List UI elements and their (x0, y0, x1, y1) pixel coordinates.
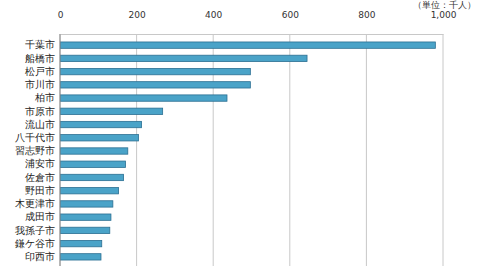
bar (60, 42, 435, 48)
bar (60, 148, 128, 154)
bar (60, 121, 142, 127)
y-tick-label: 市川市 (25, 79, 55, 90)
y-tick-label: 印西市 (25, 251, 55, 262)
x-tick-label: 200 (129, 10, 146, 20)
y-tick-label: 市原市 (25, 106, 55, 117)
y-axis: 千葉市船橋市松戸市市川市柏市市原市流山市八千代市習志野市浦安市佐倉市野田市木更津… (15, 34, 60, 266)
bar (60, 135, 139, 141)
y-tick: 鎌ケ谷市 (15, 238, 60, 249)
y-tick: 浦安市 (25, 158, 60, 169)
grid-line (366, 34, 367, 266)
y-tick: 船橋市 (25, 53, 60, 64)
y-tick: 木更津市 (15, 198, 60, 209)
bar (60, 82, 250, 88)
y-tick: 市川市 (25, 79, 60, 90)
grid-line (443, 34, 444, 266)
x-tick: 800 (358, 10, 375, 34)
y-tick: 流山市 (25, 119, 60, 130)
bar (60, 240, 102, 246)
y-tick-label: 船橋市 (25, 53, 55, 64)
y-tick-label: 鎌ケ谷市 (15, 238, 55, 249)
x-tick-label: 0 (58, 10, 64, 20)
bar (60, 68, 250, 74)
grid-line (60, 34, 61, 266)
bar (60, 214, 111, 220)
x-tick: 600 (282, 10, 299, 34)
y-tick: 習志野市 (15, 145, 60, 156)
y-tick: 柏市 (34, 92, 60, 103)
bar (60, 254, 101, 260)
bar (60, 55, 307, 61)
y-tick-label: 八千代市 (15, 132, 55, 143)
y-tick: 我孫子市 (15, 225, 60, 236)
bar (60, 188, 119, 194)
y-tick: 成田市 (25, 211, 60, 222)
bar (60, 161, 125, 167)
y-tick: 野田市 (25, 185, 60, 196)
x-tick-label: 400 (205, 10, 222, 20)
chart: 0 200 400 600 800 1,000 千葉市船橋市松戸市市川市柏市市原市流山市八千… (0, 0, 480, 278)
y-tick-label: 佐倉市 (25, 172, 55, 183)
x-tick-label: 800 (358, 10, 375, 20)
y-tick: 佐倉市 (25, 172, 60, 183)
y-tick: 印西市 (25, 251, 60, 262)
y-tick-label: 松戸市 (25, 66, 55, 77)
y-tick-label: 千葉市 (25, 39, 55, 50)
grid-line (289, 34, 290, 266)
y-tick-label: 浦安市 (25, 158, 55, 169)
y-tick-label: 習志野市 (15, 145, 55, 156)
y-tick-label: 木更津市 (15, 198, 55, 209)
y-tick: 八千代市 (15, 132, 60, 143)
x-tick: 400 (205, 10, 222, 34)
bars (60, 42, 435, 260)
bar (60, 95, 227, 101)
bar (60, 108, 163, 114)
y-tick-label: 柏市 (34, 92, 55, 103)
bar (60, 227, 110, 233)
y-tick-label: 我孫子市 (15, 225, 55, 236)
x-tick: 200 (129, 10, 146, 34)
unit-label: （単位：千人） (413, 0, 476, 10)
x-tick-label: 600 (282, 10, 299, 20)
x-axis: 0 200 400 600 800 1,000 (58, 10, 457, 35)
y-tick-label: 成田市 (25, 211, 55, 222)
grid (60, 34, 443, 266)
y-tick-label: 野田市 (25, 185, 55, 196)
bar (60, 201, 113, 207)
x-tick: 0 (58, 10, 64, 34)
x-tick-label: 1,000 (431, 10, 457, 20)
y-tick: 市原市 (25, 106, 60, 117)
y-axis-line (60, 34, 61, 266)
bar (60, 174, 124, 180)
x-axis-line (61, 34, 444, 35)
x-tick: 1,000 (431, 10, 457, 34)
y-tick: 千葉市 (25, 39, 60, 50)
y-tick-label: 流山市 (25, 119, 55, 130)
y-tick: 松戸市 (25, 66, 60, 77)
